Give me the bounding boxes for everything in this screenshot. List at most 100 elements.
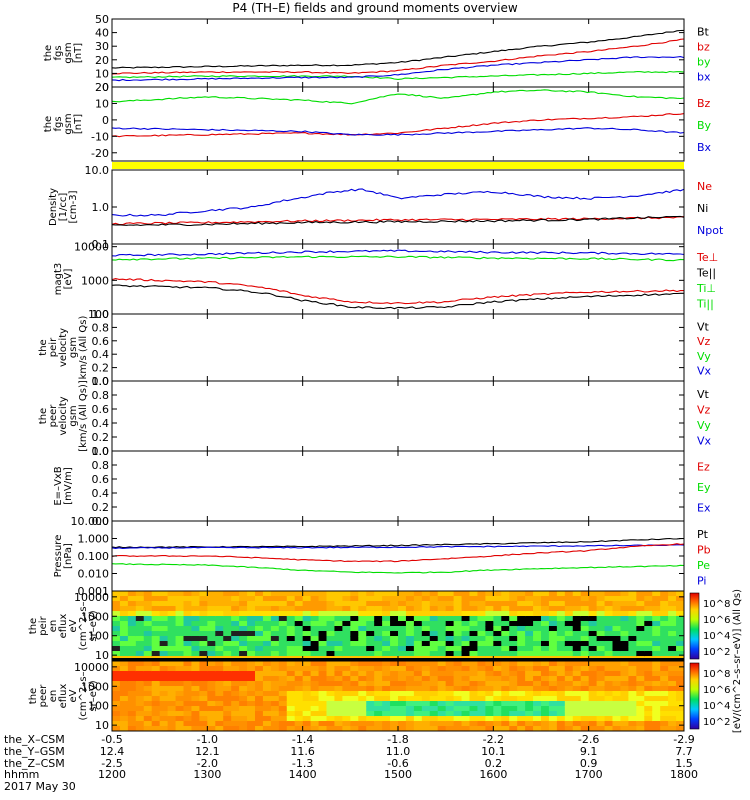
legend-entry: Ez (697, 460, 710, 473)
spectrogram-cell (310, 606, 320, 612)
spectrogram-cell (604, 626, 614, 632)
spectrogram-cell (421, 596, 431, 602)
spectrogram-cell (326, 666, 336, 672)
spectrogram-cell (262, 631, 272, 637)
spectrogram-cell (350, 641, 359, 647)
spectrogram-cell (604, 591, 614, 597)
spectrogram-cell (501, 701, 510, 707)
spectrogram-cell (342, 701, 351, 707)
spectrogram-cell (239, 651, 248, 657)
spectrogram-cell (143, 621, 153, 627)
spectrogram-cell (517, 711, 526, 717)
spectrogram-cell (636, 596, 645, 602)
spectrogram-cell (294, 681, 304, 687)
spectrogram-cell (421, 691, 431, 697)
spectrogram-cell (270, 661, 280, 667)
spectrogram-cell (564, 721, 574, 727)
spectrogram-cell (247, 621, 256, 627)
spectrogram-cell (159, 661, 169, 667)
spectrogram-cell (636, 636, 645, 642)
spectrogram-cell (628, 611, 637, 617)
x-row-value: -0.6 (387, 757, 408, 770)
spectrogram-cell (231, 616, 240, 622)
spectrogram-cell (334, 651, 343, 657)
spectrogram-cell (517, 596, 526, 602)
spectrogram-cell (135, 646, 145, 652)
spectrogram-cell (382, 626, 391, 632)
spectrogram-cell (533, 601, 542, 607)
spectrogram-cell (199, 676, 208, 682)
spectrogram-cell (445, 591, 455, 597)
spectrogram-cell (636, 661, 645, 667)
spectrogram-cell (612, 596, 622, 602)
spectrogram-cell (223, 666, 232, 672)
spectrogram-cell (239, 666, 248, 672)
spectrogram-cell (302, 636, 312, 642)
spectrogram-cell (556, 681, 566, 687)
spectrogram-cell (477, 601, 486, 607)
spectrogram-cell (175, 626, 185, 632)
spectrogram-cell (374, 721, 383, 727)
spectrogram-cell (302, 686, 312, 692)
spectrogram-cell (525, 686, 534, 692)
spectrogram-cell (668, 616, 677, 622)
y-tick-label: 10.000 (71, 515, 110, 528)
spectrogram-cell (247, 641, 256, 647)
spectrogram-cell (612, 626, 622, 632)
spectrogram-cell (270, 671, 280, 677)
spectrogram-cell (493, 686, 502, 692)
spectrogram-cell (382, 711, 391, 717)
spectrogram-cell (342, 616, 351, 622)
spectrogram-cell (437, 601, 447, 607)
spectrogram-cell (548, 651, 558, 657)
spectrogram-cell (127, 611, 137, 617)
spectrogram-cell (310, 621, 320, 627)
spectrogram-cell (517, 666, 526, 672)
spectrogram-cell (580, 676, 590, 682)
spectrogram-cell (151, 701, 161, 707)
spectrogram-cell (143, 616, 153, 622)
spectrogram-cell (548, 701, 558, 707)
spectrogram-cell (390, 711, 399, 717)
spectrogram-cell (183, 691, 193, 697)
spectrogram-cell (191, 616, 200, 622)
spectrogram-cell (580, 646, 590, 652)
spectrogram-cell (207, 706, 216, 712)
spectrogram-cell (620, 676, 629, 682)
spectrogram-cell (382, 686, 391, 692)
spectrogram-cell (485, 601, 494, 607)
spectrogram-cell (668, 646, 677, 652)
spectrogram-cell (286, 711, 296, 717)
spectrogram-cell (437, 621, 447, 627)
spectrogram-cell (175, 711, 185, 717)
spectrogram-cell (644, 626, 653, 632)
spectrogram-cell (294, 716, 304, 722)
spectrogram-cell (612, 706, 622, 712)
spectrogram-cell (159, 641, 169, 647)
spectrogram-cell (660, 676, 669, 682)
spectrogram-cell (620, 646, 629, 652)
spectrogram-cell (588, 661, 598, 667)
spectrogram-cell (485, 666, 494, 672)
legend-entry: Pi (697, 574, 706, 587)
spectrogram-cell (636, 601, 645, 607)
spectrogram-cell (469, 696, 479, 702)
spectrogram-cell (199, 636, 208, 642)
spectrogram-cell (223, 646, 232, 652)
spectrogram-cell (342, 671, 351, 677)
spectrogram-cell (421, 666, 431, 672)
y-axis-label: gsm (68, 405, 79, 426)
spectrogram-cell (326, 636, 336, 642)
spectrogram-cell (660, 626, 669, 632)
spectrogram-cell (596, 631, 606, 637)
spectrogram-cell (572, 591, 582, 597)
spectrogram-cell (501, 686, 510, 692)
spectrogram-cell (541, 701, 550, 707)
y-tick-label: 10000 (74, 661, 109, 674)
spectrogram-cell (517, 701, 526, 707)
spectrogram-cell (660, 651, 669, 657)
spectrogram-cell (302, 681, 312, 687)
spectrogram-cell (405, 676, 415, 682)
spectrogram-cell (660, 661, 669, 667)
